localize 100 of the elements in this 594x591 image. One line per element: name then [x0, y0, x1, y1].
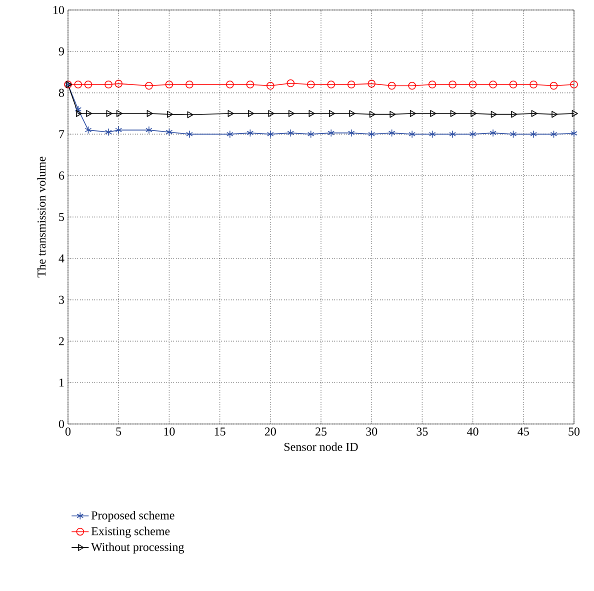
point [368, 80, 376, 88]
legend-label: Without processing [91, 542, 184, 554]
point [348, 129, 355, 137]
point [430, 110, 436, 117]
point [86, 110, 92, 117]
point [408, 130, 416, 138]
point [388, 82, 396, 90]
point [328, 110, 336, 117]
point [287, 129, 294, 137]
x-tick-label: 10 [164, 428, 175, 436]
point [226, 130, 234, 138]
point [410, 110, 416, 117]
x-tick-label: 50 [568, 428, 580, 436]
point [308, 110, 315, 117]
point [572, 110, 578, 117]
y-tick-label: 0 [58, 420, 64, 428]
y-tick-label: 10 [54, 6, 64, 14]
point [509, 80, 518, 88]
point [531, 110, 538, 117]
y-tick-label: 7 [59, 130, 64, 138]
point [368, 130, 376, 138]
point [167, 110, 174, 118]
point [349, 110, 356, 117]
point [228, 110, 234, 117]
point [266, 130, 274, 138]
point [428, 80, 436, 88]
x-tick-label: 20 [264, 428, 276, 436]
point [286, 79, 295, 88]
y-tick-label: 9 [58, 47, 64, 56]
point [84, 80, 92, 88]
x-tick-label: 35 [416, 428, 428, 436]
point [116, 110, 123, 117]
point [76, 110, 82, 117]
point [570, 129, 578, 138]
y-tick-label: 5 [59, 213, 64, 221]
point [74, 80, 82, 88]
point [468, 80, 477, 88]
point [145, 82, 153, 90]
point [570, 80, 578, 88]
point [530, 80, 538, 88]
point [226, 80, 234, 88]
point [328, 129, 335, 137]
point [114, 80, 123, 88]
point [266, 82, 274, 90]
point [307, 130, 314, 138]
point [510, 130, 517, 138]
point [470, 110, 477, 117]
point [550, 82, 558, 90]
point [105, 128, 112, 136]
legend-label: Proposed scheme [91, 510, 174, 522]
point [165, 80, 174, 88]
point [248, 110, 254, 117]
point [84, 126, 92, 134]
y-tick-label: 2 [59, 337, 64, 346]
x-tick-label: 0 [65, 428, 71, 436]
point [306, 80, 315, 88]
point [146, 126, 152, 134]
x-tick-label: 30 [366, 428, 378, 436]
point [408, 82, 416, 90]
point [511, 110, 518, 118]
point [268, 110, 274, 117]
point [246, 129, 254, 137]
point [186, 80, 194, 88]
point [390, 110, 396, 118]
y-tick-label: 8 [58, 88, 64, 97]
point [449, 130, 456, 138]
point [450, 110, 456, 117]
point [448, 80, 456, 88]
point [146, 110, 153, 117]
point [388, 129, 396, 137]
y-tick-label: 4 [58, 254, 64, 262]
point [166, 128, 173, 136]
y-tick-label: 6 [58, 172, 64, 180]
point [428, 130, 436, 138]
point [246, 80, 254, 88]
point [490, 110, 497, 118]
x-axis-title: Sensor node ID [284, 442, 358, 451]
point [347, 80, 356, 88]
point [115, 126, 122, 134]
x-tick-label: 45 [518, 428, 529, 436]
point [489, 80, 497, 88]
x-tick-label: 25 [316, 428, 327, 436]
point [550, 130, 558, 138]
y-axis-title: The transmission volume [37, 156, 46, 278]
point [469, 130, 476, 138]
point [490, 129, 496, 137]
point [288, 110, 295, 117]
point [530, 130, 537, 138]
point [369, 110, 376, 118]
y-tick-label: 3 [59, 296, 64, 304]
point [327, 80, 336, 88]
point [186, 130, 193, 138]
y-tick-label: 1 [60, 378, 64, 387]
x-tick-label: 40 [467, 428, 478, 436]
point [106, 110, 112, 117]
point [74, 105, 82, 114]
point [104, 80, 112, 88]
x-tick-label: 5 [116, 428, 122, 436]
x-tick-label: 15 [214, 428, 226, 436]
point [187, 111, 194, 118]
